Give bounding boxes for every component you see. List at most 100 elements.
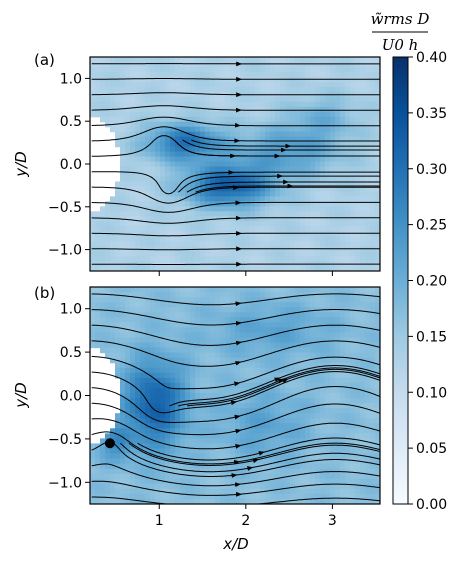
heatmap-cell [325,57,331,63]
heatmap-cell [345,66,351,73]
colorbar-tick-label: 0.30 [416,162,447,178]
heatmap-cell [295,116,301,123]
heatmap-cell [205,101,211,108]
heatmap-cell [100,322,106,328]
heatmap-cell [130,403,136,409]
heatmap-cell [205,201,211,207]
heatmap-cell [295,307,301,313]
heatmap-cell [375,468,380,475]
heatmap-cell [320,71,326,78]
heatmap-cell [355,493,361,500]
heatmap-cell [330,231,336,237]
heatmap-cell [315,287,321,293]
heatmap-cell [305,266,311,271]
heatmap-cell [135,136,141,143]
heatmap-cell [150,473,156,480]
heatmap-cell [365,287,371,293]
heatmap-cell [240,241,246,247]
heatmap-cell [205,236,211,242]
heatmap-cell [225,302,231,308]
heatmap-cell [240,392,246,399]
heatmap-cell [300,352,306,359]
heatmap-cell [255,116,261,123]
heatmap-cell [350,176,356,183]
heatmap-cell [200,126,206,133]
heatmap-cell [300,146,306,153]
heatmap-cell [90,498,96,504]
heatmap-cell [180,161,186,168]
heatmap-cell [295,176,301,183]
heatmap-cell [150,312,156,318]
heatmap-cell [120,81,126,88]
heatmap-cell [330,428,336,434]
heatmap-cell [170,196,176,202]
heatmap-cell [225,297,231,303]
heatmap-cell [120,317,126,323]
heatmap-cell [185,423,191,429]
heatmap-cell [180,156,186,163]
heatmap-cell [230,256,236,262]
heatmap-cell [340,57,346,63]
heatmap-cell [230,126,236,133]
heatmap-cell [130,126,136,133]
heatmap-cell [105,66,111,73]
heatmap-cell [200,332,206,339]
heatmap-cell [130,221,136,227]
heatmap-cell [110,453,116,460]
heatmap-cell [165,196,171,202]
heatmap-cell [330,116,336,123]
heatmap-cell [350,448,356,455]
colorbar-label-numerator: w̃rms D [371,10,430,28]
heatmap-cell [260,418,266,424]
heatmap-cell [140,413,146,419]
heatmap-cell [225,473,231,480]
heatmap-cell [355,181,361,187]
heatmap-cell [180,131,186,138]
heatmap-cell [180,337,186,344]
heatmap-cell [195,448,201,455]
heatmap-cell [265,453,271,460]
heatmap-cell [350,362,356,369]
heatmap-cell [210,398,216,404]
heatmap-cell [125,473,131,480]
heatmap-cell [270,357,276,364]
heatmap-cell [165,221,171,227]
heatmap-cell [250,206,256,212]
heatmap-cell [210,433,216,439]
heatmap-cell [110,221,116,227]
heatmap-cell [335,216,341,222]
heatmap-cell [120,181,126,187]
heatmap-cell [310,181,316,187]
heatmap-cell [320,423,326,429]
heatmap-cell [350,392,356,399]
heatmap-cell [300,86,306,93]
heatmap-cell [370,206,376,212]
heatmap-cell [235,453,241,460]
heatmap-cell [285,493,291,500]
heatmap-cell [175,352,181,359]
heatmap-cell [155,106,161,113]
heatmap-cell [325,191,331,197]
heatmap-cell [360,342,366,349]
heatmap-cell [275,327,281,334]
heatmap-cell [190,337,196,344]
heatmap-cell [340,488,346,495]
heatmap-cell [190,433,196,439]
heatmap-cell [250,327,256,334]
heatmap-cell [355,403,361,409]
heatmap-cell [260,468,266,475]
heatmap-cell [140,151,146,158]
heatmap-cell [220,387,226,394]
heatmap-cell [210,71,216,78]
heatmap-cell [100,256,106,262]
heatmap-cell [325,398,331,404]
heatmap-cell [95,231,101,237]
heatmap-cell [95,292,101,298]
heatmap-cell [290,478,296,485]
heatmap-cell [370,86,376,93]
heatmap-cell [190,463,196,470]
heatmap-cell [355,126,361,133]
heatmap-cell [375,166,380,173]
heatmap-cell [315,106,321,113]
heatmap-cell [305,362,311,369]
